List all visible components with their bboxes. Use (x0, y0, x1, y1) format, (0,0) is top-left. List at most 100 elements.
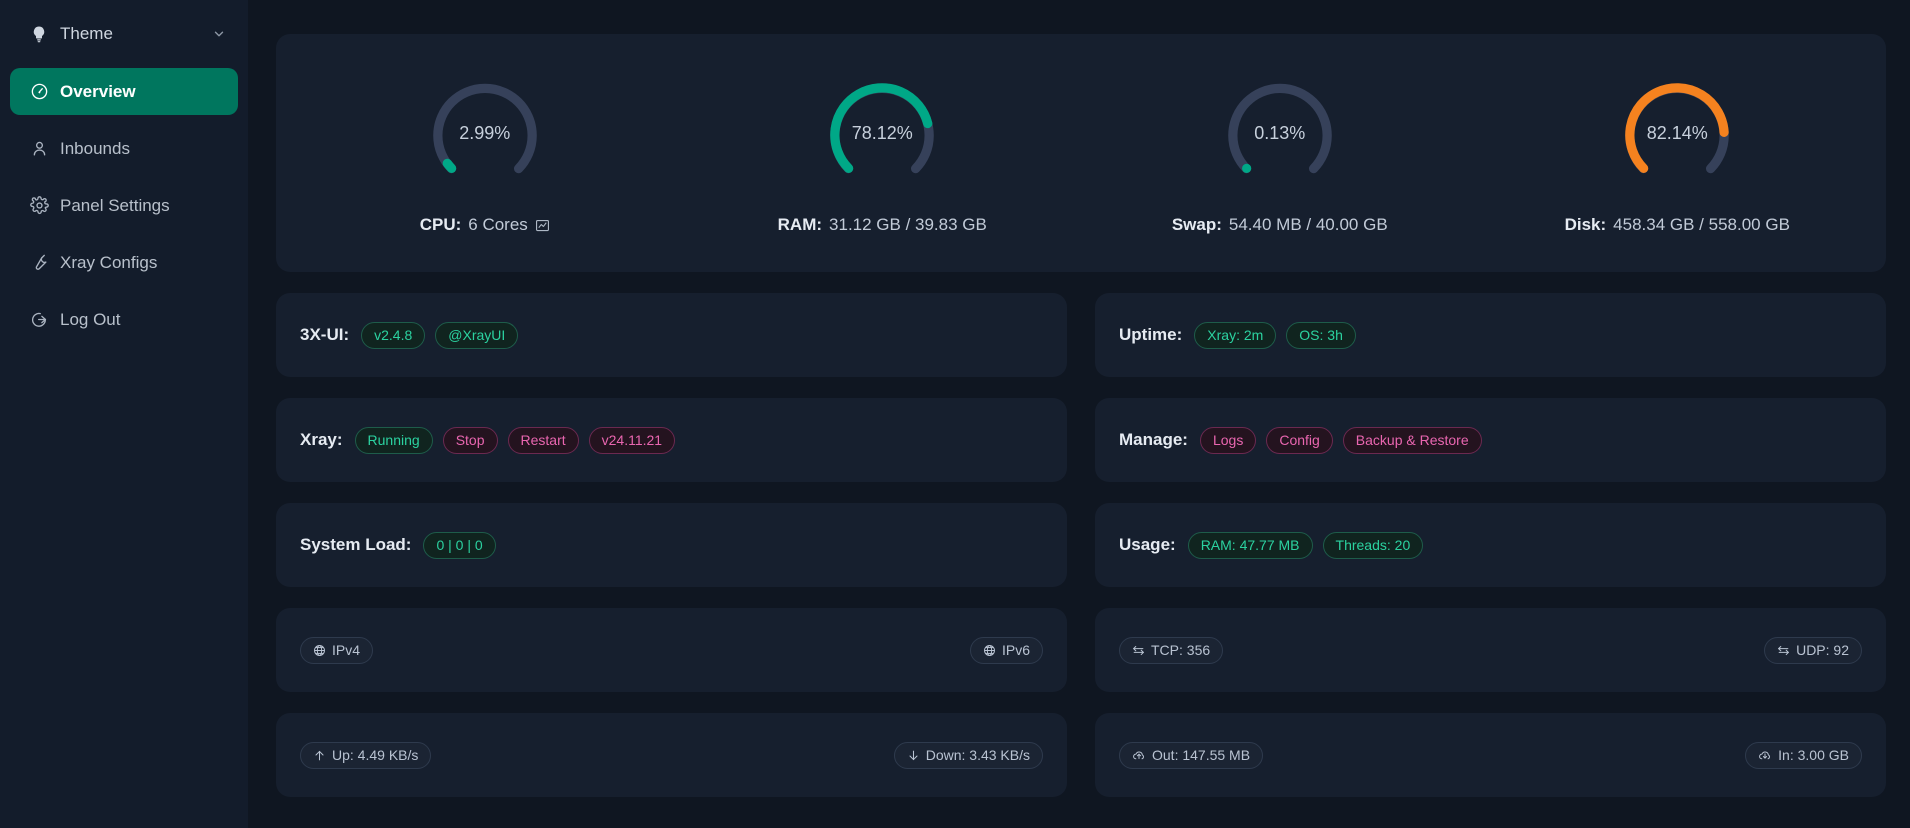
row-usage: Usage: RAM: 47.77 MB Threads: 20 (1095, 503, 1886, 587)
row-title: Usage: (1119, 535, 1176, 554)
tag-download-speed[interactable]: Down: 3.43 KB/s (893, 741, 1043, 769)
gauge-ring-cpu: 2.99% (409, 71, 561, 199)
tag-label: TCP: 356 (1151, 642, 1211, 658)
gauge-label-value: 54.40 MB / 40.00 GB (1228, 215, 1388, 234)
tag-version[interactable]: v2.4.8 (361, 321, 426, 349)
tag-xray-restart[interactable]: Restart (507, 426, 579, 454)
tag-xray-uptime[interactable]: Xray: 2m (1194, 321, 1277, 349)
tag-upload-speed[interactable]: Up: 4.49 KB/s (300, 741, 432, 769)
info-column-right: Uptime: Xray: 2m OS: 3h Manage: Logs Con… (1095, 293, 1886, 797)
tag-label: UDP: 92 (1796, 642, 1849, 658)
row-title: Uptime: (1119, 325, 1183, 344)
gauge-cpu: 2.99% CPU: 6 Cores (286, 71, 684, 235)
row-3x-ui: 3X-UI: v2.4.8 @XrayUI (276, 293, 1067, 377)
sidebar-item-label: Xray Configs (60, 252, 158, 272)
ipv4-cell: IPv4 (300, 636, 672, 664)
arrow-down-icon (907, 749, 920, 762)
theme-selector[interactable]: Theme (10, 10, 238, 58)
arrow-up-icon (313, 749, 326, 762)
tag-backup-restore[interactable]: Backup & Restore (1342, 426, 1482, 454)
tag-ipv4[interactable]: IPv4 (300, 636, 374, 664)
gauge-label-cpu: CPU: 6 Cores (420, 215, 550, 235)
sidebar-item-label: Inbounds (60, 138, 130, 158)
main-content: 2.99% CPU: 6 Cores 78.12% (248, 0, 1910, 828)
tag-config[interactable]: Config (1266, 426, 1333, 454)
gauge-ring-disk: 82.14% (1601, 71, 1753, 199)
udp-cell: UDP: 92 (1491, 636, 1862, 664)
sidebar-item-xray-configs[interactable]: Xray Configs (10, 239, 238, 286)
gauge-label-key: Swap: (1171, 215, 1222, 234)
tag-traffic-in[interactable]: In: 3.00 GB (1745, 741, 1862, 769)
tag-label: IPv4 (332, 642, 361, 658)
tag-group: Running Stop Restart v24.11.21 (354, 426, 676, 454)
gauge-ring-swap: 0.13% (1204, 71, 1356, 199)
sidebar-item-label: Panel Settings (60, 195, 170, 215)
row-manage: Manage: Logs Config Backup & Restore (1095, 398, 1886, 482)
traffic-in-cell: In: 3.00 GB (1491, 741, 1862, 769)
tag-xray-stop[interactable]: Stop (442, 426, 498, 454)
gauge-value-cpu: 2.99% (459, 123, 511, 143)
tag-group: RAM: 47.77 MB Threads: 20 (1187, 531, 1424, 559)
gauge-swap: 0.13% Swap: 54.40 MB / 40.00 GB (1081, 71, 1479, 235)
tag-label: Down: 3.43 KB/s (925, 747, 1030, 763)
tag-xrayui-handle[interactable]: @XrayUI (435, 321, 519, 349)
tcp-cell: TCP: 356 (1119, 636, 1491, 664)
tag-usage-ram[interactable]: RAM: 47.77 MB (1187, 531, 1313, 559)
tag-xray-status[interactable]: Running (354, 426, 433, 454)
swap-icon (1777, 644, 1790, 657)
dashboard-icon (30, 82, 56, 101)
gauge-label-value: 6 Cores (468, 215, 528, 234)
download-speed-cell: Down: 3.43 KB/s (672, 741, 1043, 769)
tag-label: Out: 147.55 MB (1152, 747, 1251, 763)
sidebar-item-overview[interactable]: Overview (10, 68, 238, 115)
system-gauges-card: 2.99% CPU: 6 Cores 78.12% (276, 34, 1886, 272)
tag-logs[interactable]: Logs (1199, 426, 1257, 454)
gauge-value-ram: 78.12% (851, 123, 913, 143)
tag-xray-version[interactable]: v24.11.21 (588, 426, 676, 454)
gauge-label-key: Disk: (1564, 215, 1607, 234)
tag-group: Logs Config Backup & Restore (1199, 426, 1482, 454)
cloud-download-icon (1758, 748, 1772, 762)
gauge-label-value: 458.34 GB / 558.00 GB (1613, 215, 1790, 234)
sidebar-item-log-out[interactable]: Log Out (10, 296, 238, 343)
tag-label: Up: 4.49 KB/s (332, 747, 419, 763)
gauge-label-value: 31.12 GB / 39.83 GB (829, 215, 987, 234)
gauge-label-disk: Disk: 458.34 GB / 558.00 GB (1565, 215, 1790, 235)
tag-udp-count[interactable]: UDP: 92 (1764, 636, 1862, 664)
tag-label: IPv6 (1001, 642, 1030, 658)
sidebar-item-label: Log Out (60, 309, 121, 329)
tag-group: 0 | 0 | 0 (423, 531, 496, 559)
tag-load-average[interactable]: 0 | 0 | 0 (423, 531, 496, 559)
globe-icon (983, 644, 996, 657)
tag-usage-threads[interactable]: Threads: 20 (1322, 531, 1424, 559)
chart-icon[interactable] (535, 218, 550, 233)
tag-os-uptime[interactable]: OS: 3h (1286, 321, 1356, 349)
theme-label: Theme (60, 24, 113, 43)
tag-traffic-out[interactable]: Out: 147.55 MB (1119, 741, 1264, 769)
gauge-value-disk: 82.14% (1646, 123, 1708, 143)
gauge-ring-ram: 78.12% (806, 71, 958, 199)
row-title: Manage: (1119, 430, 1188, 449)
info-grid: 3X-UI: v2.4.8 @XrayUI Xray: Running Stop… (276, 293, 1886, 797)
row-network-speed: Up: 4.49 KB/s Down: 3.43 KB/s (276, 713, 1067, 797)
row-system-load: System Load: 0 | 0 | 0 (276, 503, 1067, 587)
ipv6-cell: IPv6 (672, 636, 1043, 664)
swap-icon (1132, 644, 1145, 657)
row-total-traffic: Out: 147.55 MB In: 3.00 GB (1095, 713, 1886, 797)
gear-icon (30, 196, 56, 215)
sidebar-item-inbounds[interactable]: Inbounds (10, 125, 238, 172)
globe-icon (313, 644, 326, 657)
gauge-label-ram: RAM: 31.12 GB / 39.83 GB (778, 215, 987, 235)
tag-tcp-count[interactable]: TCP: 356 (1119, 636, 1224, 664)
row-connections: TCP: 356 UDP: 92 (1095, 608, 1886, 692)
row-title: System Load: (300, 535, 412, 554)
tag-group: v2.4.8 @XrayUI (361, 321, 519, 349)
tag-ipv6[interactable]: IPv6 (969, 636, 1043, 664)
sidebar-item-panel-settings[interactable]: Panel Settings (10, 182, 238, 229)
chevron-down-icon[interactable] (212, 27, 226, 41)
traffic-out-cell: Out: 147.55 MB (1119, 741, 1491, 769)
row-title: Xray: (300, 430, 343, 449)
logout-icon (30, 310, 56, 329)
gauge-value-swap: 0.13% (1254, 123, 1306, 143)
